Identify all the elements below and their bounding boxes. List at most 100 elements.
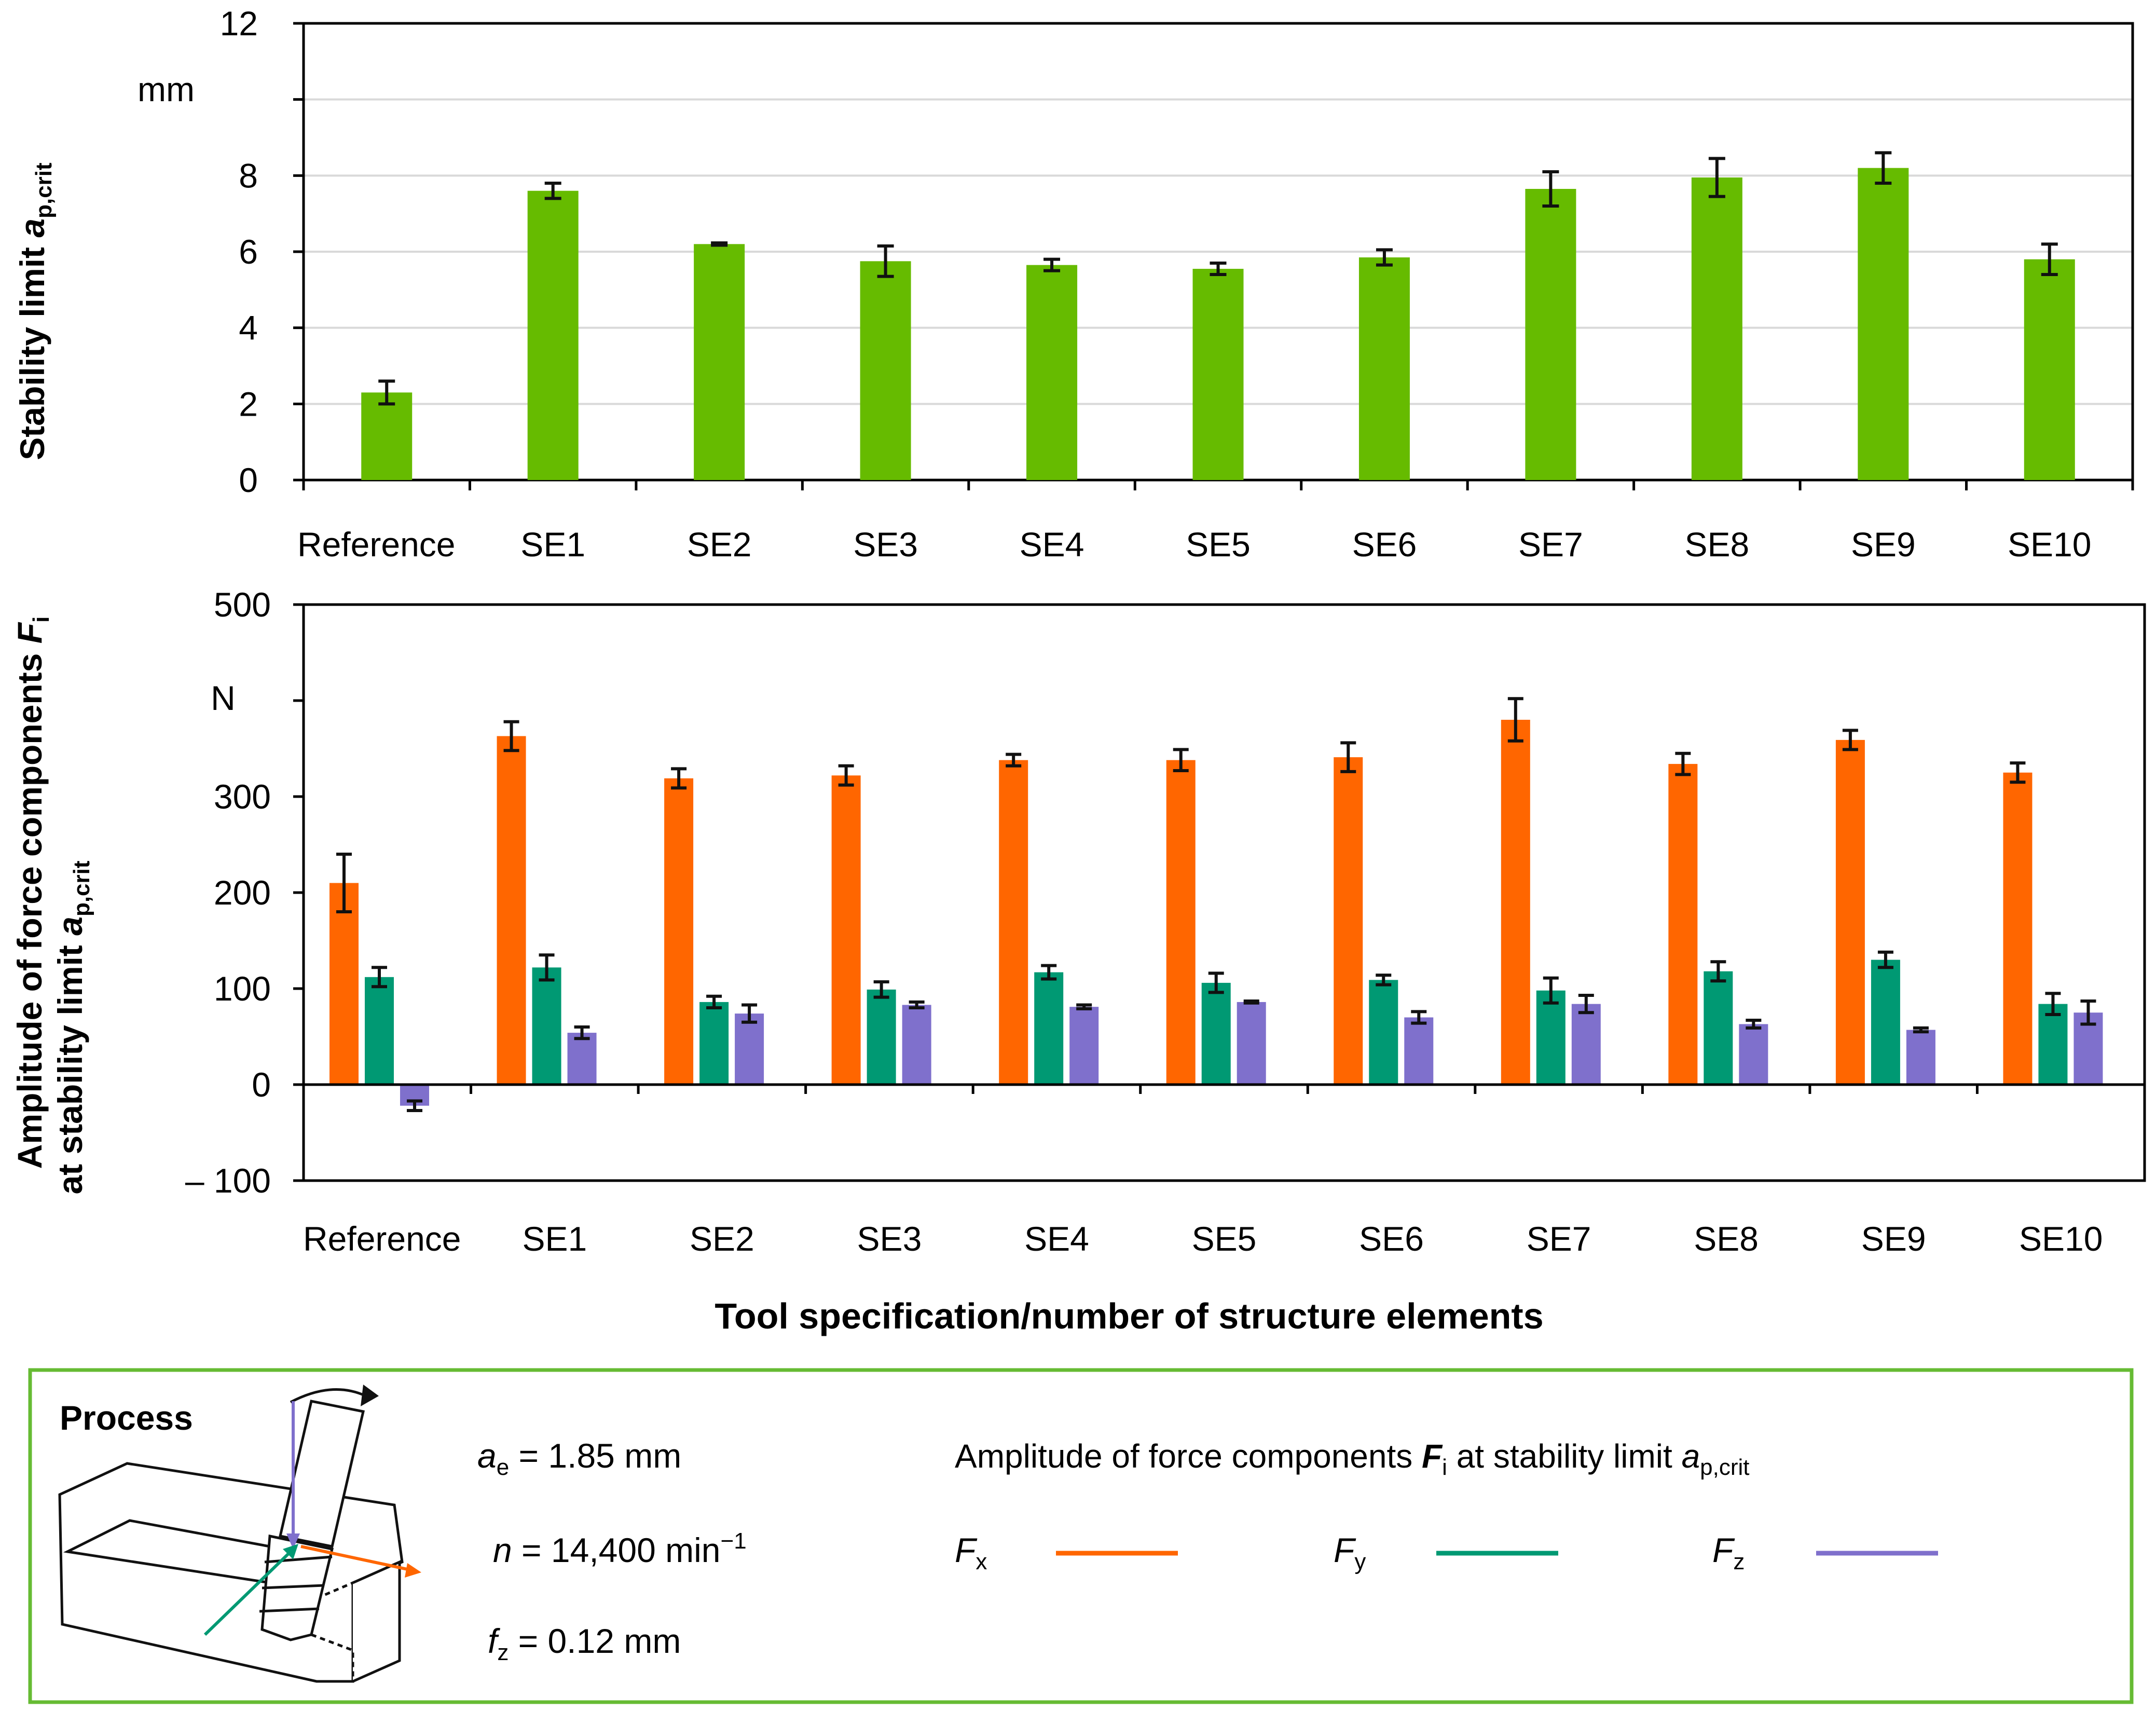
bottom-error-bar bbox=[1173, 748, 1189, 773]
bottom-y-tick-label: 200 bbox=[214, 873, 271, 912]
top-bar bbox=[1858, 168, 1909, 481]
bottom-plot-frame bbox=[302, 603, 2146, 1182]
top-error-bar bbox=[378, 379, 395, 406]
top-error-bar bbox=[1210, 262, 1227, 276]
top-bar bbox=[694, 244, 745, 480]
bottom-error-bar bbox=[1710, 960, 1726, 983]
bottom-x-tick-label: SE4 bbox=[1024, 1220, 1089, 1258]
top-x-tick-label: SE10 bbox=[2008, 525, 2091, 564]
process-box: Process ae = 1.85 mm n = 14,400 min−1 fz… bbox=[28, 1368, 2134, 1704]
top-bar bbox=[2024, 259, 2075, 480]
fx-arrow bbox=[300, 1545, 410, 1571]
bottom-error-bar bbox=[539, 953, 555, 982]
bottom-error-bar bbox=[1243, 999, 1259, 1005]
top-x-tick-label: SE1 bbox=[520, 525, 585, 564]
bottom-y-tick-label: 300 bbox=[214, 777, 271, 816]
bottom-error-bar bbox=[1208, 971, 1224, 994]
bottom-error-bar bbox=[1041, 964, 1057, 981]
top-x-tick-label: Reference bbox=[297, 525, 456, 564]
legend-fx-label: Fx bbox=[955, 1531, 987, 1574]
bottom-unit-label: N bbox=[211, 679, 236, 717]
bottom-x-tick-label: SE10 bbox=[2019, 1220, 2103, 1258]
bottom-error-bar bbox=[1842, 729, 1858, 751]
top-bar bbox=[1358, 257, 1410, 480]
top-bar bbox=[527, 190, 579, 481]
rotation-arrow bbox=[290, 1388, 367, 1404]
force-amplitude-chart: – 100 0 100 200 300 500 N Amplitude of force … bbox=[10, 585, 2146, 1336]
fy-arrow bbox=[203, 1550, 292, 1636]
top-error-bar bbox=[1043, 257, 1061, 272]
bottom-y-tick-label: 100 bbox=[214, 969, 271, 1008]
top-error-bar bbox=[1376, 248, 1393, 267]
bottom-bar-fx bbox=[831, 775, 861, 1085]
param-ae: ae = 1.85 mm bbox=[477, 1436, 681, 1480]
legend-title: Amplitude of force components Fi at stab… bbox=[955, 1437, 1750, 1480]
bottom-x-tick-label: SE7 bbox=[1527, 1220, 1591, 1258]
workpiece-side-face bbox=[352, 1560, 401, 1683]
bottom-error-bar bbox=[372, 966, 387, 989]
flute-lines bbox=[259, 1555, 333, 1613]
top-bar bbox=[1026, 265, 1078, 480]
bottom-bar-fz bbox=[1404, 1017, 1434, 1085]
bottom-error-bar bbox=[1913, 1026, 1929, 1034]
top-error-bar bbox=[1542, 170, 1559, 208]
bottom-error-bar bbox=[1006, 752, 1022, 768]
bottom-bar-fx bbox=[329, 883, 359, 1085]
bottom-y-tick-label: 0 bbox=[252, 1065, 271, 1104]
bottom-error-bar bbox=[407, 1099, 422, 1112]
param-fz: fz = 0.12 mm bbox=[488, 1622, 681, 1665]
bottom-y-tick-label: – 100 bbox=[185, 1161, 271, 1200]
bottom-bar-fy bbox=[699, 1002, 729, 1085]
top-x-tick-label: SE2 bbox=[687, 525, 752, 564]
legend-fy-label: Fy bbox=[1334, 1531, 1366, 1574]
bottom-error-bar bbox=[873, 980, 889, 999]
fx-arrowhead-icon bbox=[405, 1563, 421, 1578]
bottom-error-bar bbox=[1877, 950, 1893, 969]
bottom-error-bar bbox=[909, 1000, 925, 1009]
bottom-bar-fx bbox=[1501, 720, 1530, 1085]
bottom-bar-fx bbox=[497, 736, 526, 1085]
x-axis-title: Tool specification/number of structure e… bbox=[715, 1296, 1543, 1336]
bottom-bar-fx bbox=[664, 778, 694, 1085]
bottom-bar-fy bbox=[1369, 980, 1398, 1085]
bottom-error-bar bbox=[1675, 751, 1691, 776]
bottom-x-tick-label: SE6 bbox=[1359, 1220, 1424, 1258]
top-x-tick-label: SE6 bbox=[1352, 525, 1417, 564]
fy-arrowhead-icon bbox=[283, 1544, 298, 1559]
param-n: n = 14,400 min−1 bbox=[493, 1528, 747, 1569]
bottom-x-tick-label: SE3 bbox=[857, 1220, 922, 1258]
top-x-tick-label: SE5 bbox=[1186, 525, 1251, 564]
top-x-tick-label: SE4 bbox=[1020, 525, 1084, 564]
bottom-bar-fy bbox=[365, 977, 394, 1085]
top-error-bar bbox=[877, 244, 894, 278]
bottom-bar-fy bbox=[2038, 1004, 2068, 1085]
process-title: Process bbox=[60, 1399, 193, 1437]
fz-arrowhead-icon bbox=[286, 1533, 300, 1549]
bottom-bar-fx bbox=[1835, 739, 1865, 1085]
bottom-bar-fy bbox=[1536, 990, 1565, 1085]
top-y-axis-title: Stability limit ap,crit bbox=[13, 162, 57, 460]
bottom-bar-fy bbox=[532, 967, 561, 1085]
bottom-error-bar bbox=[574, 1025, 590, 1040]
top-error-bar bbox=[711, 241, 728, 247]
top-bar bbox=[860, 261, 911, 480]
bottom-bar-fz bbox=[1739, 1024, 1768, 1085]
top-y-tick-label: 4 bbox=[239, 309, 258, 347]
top-y-tick-label: 0 bbox=[239, 461, 258, 499]
top-bar bbox=[1192, 269, 1244, 480]
top-x-tick-label: SE9 bbox=[1851, 525, 1916, 564]
top-y-tick-label: 12 bbox=[220, 4, 258, 43]
bottom-bar-fy bbox=[867, 989, 896, 1085]
bottom-error-bar bbox=[503, 720, 519, 752]
bottom-error-bar bbox=[1543, 976, 1559, 1005]
bottom-x-tick-label: SE9 bbox=[1861, 1220, 1926, 1258]
bottom-x-tick-label: SE8 bbox=[1694, 1220, 1759, 1258]
bottom-error-bar bbox=[1411, 1010, 1427, 1025]
bottom-bar-fx bbox=[999, 760, 1028, 1085]
top-x-tick-label: SE8 bbox=[1684, 525, 1749, 564]
top-y-tick-label: 6 bbox=[239, 232, 258, 271]
bottom-bar-fz bbox=[1906, 1030, 1935, 1085]
bottom-bar-fx bbox=[1334, 757, 1363, 1085]
rotation-arrowhead-icon bbox=[361, 1385, 379, 1406]
